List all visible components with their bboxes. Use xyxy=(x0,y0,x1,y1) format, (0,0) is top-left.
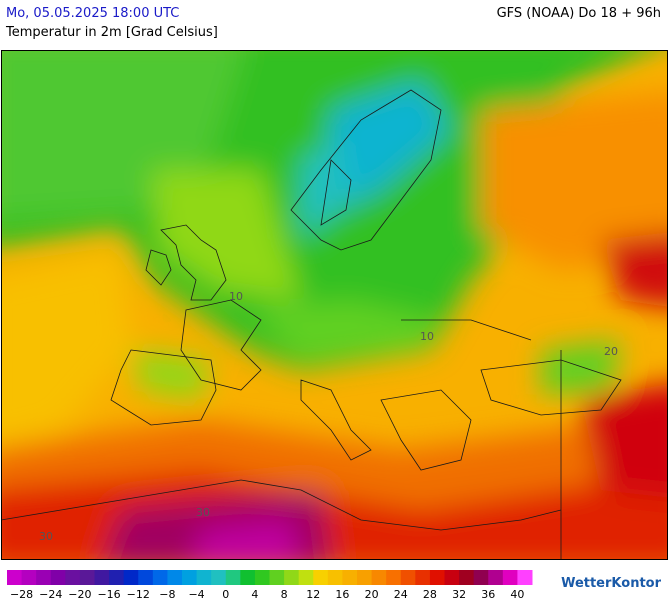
model-run: GFS (NOAA) Do 18 + 96h xyxy=(496,6,661,21)
date-time: Mo, 05.05.2025 18:00 UTC xyxy=(6,6,180,21)
colorbar-segment xyxy=(240,570,256,585)
colorbar-segment xyxy=(327,570,343,585)
contour-label: 10 xyxy=(420,330,434,343)
contour-label: 30 xyxy=(39,530,53,543)
colorbar-tick-label: 0 xyxy=(222,588,229,600)
contour-label: 20 xyxy=(604,345,618,358)
colorbar-segment xyxy=(400,570,416,585)
logo: WetterKontor xyxy=(561,576,661,591)
colorbar-tick-label: 40 xyxy=(510,588,524,600)
colorbar-segment xyxy=(7,570,23,585)
colorbar-segment xyxy=(488,570,504,585)
temperature-map: 30 30 10 10 20 xyxy=(1,50,668,560)
colorbar-segment xyxy=(254,570,270,585)
colorbar-tick-label: 20 xyxy=(365,588,379,600)
colorbar-segment xyxy=(502,570,518,585)
colorbar-tick-label: −28 xyxy=(10,588,33,600)
colorbar-segment xyxy=(109,570,125,585)
colorbar-segment xyxy=(269,570,285,585)
colorbar-segment xyxy=(415,570,431,585)
colorbar-segment xyxy=(429,570,445,585)
colorbar-segment xyxy=(225,570,241,585)
colorbar-tick-label: 36 xyxy=(481,588,495,600)
colorbar-tick-label: 4 xyxy=(251,588,258,600)
colorbar-segment xyxy=(79,570,95,585)
colorbar-tick-label: −12 xyxy=(127,588,150,600)
colorbar-segment xyxy=(313,570,329,585)
coastlines xyxy=(1,89,622,560)
colorbar-segment xyxy=(459,570,475,585)
parameter: Temperatur in 2m [Grad Celsius] xyxy=(6,25,218,40)
colorbar-segment xyxy=(138,570,154,585)
colorbar-segment xyxy=(50,570,66,585)
colorbar-segment xyxy=(371,570,387,585)
colorbar-tick-label: 16 xyxy=(335,588,349,600)
colorbar-segment xyxy=(444,570,460,585)
colorbar-segment xyxy=(517,570,533,585)
colorbar-tick-label: 28 xyxy=(423,588,437,600)
colorbar-tick-label: 32 xyxy=(452,588,466,600)
colorbar-tick-label: 8 xyxy=(281,588,288,600)
temperature-field xyxy=(1,50,668,560)
colorbar: −28 −24 −20 −16 −12 −8 −4 0 4 8 12 16 20 24 28 32 36 40 xyxy=(7,570,533,600)
colorbar-segment xyxy=(284,570,300,585)
map-frame xyxy=(1,50,668,560)
colorbar-segment xyxy=(342,570,358,585)
contour-label: 10 xyxy=(229,290,243,303)
colorbar-segment xyxy=(152,570,168,585)
colorbar-tick-label: −8 xyxy=(159,588,175,600)
colorbar-tick-label: 12 xyxy=(306,588,320,600)
colorbar-segment xyxy=(298,570,314,585)
colorbar-tick-label: −16 xyxy=(97,588,120,600)
colorbar-segment xyxy=(182,570,198,585)
colorbar-segment xyxy=(167,570,183,585)
colorbar-tick-label: 24 xyxy=(394,588,408,600)
colorbar-segment xyxy=(36,570,52,585)
colorbar-segment xyxy=(473,570,489,585)
colorbar-segment xyxy=(386,570,402,585)
colorbar-segment xyxy=(196,570,212,585)
colorbar-segment xyxy=(211,570,227,585)
colorbar-tick-label: −24 xyxy=(39,588,62,600)
colorbar-tick-label: −4 xyxy=(188,588,204,600)
colorbar-segment xyxy=(357,570,373,585)
colorbar-segment xyxy=(123,570,139,585)
contour-label: 30 xyxy=(196,506,210,519)
colorbar-segment xyxy=(21,570,37,585)
colorbar-segment xyxy=(65,570,81,585)
colorbar-tick-label: −20 xyxy=(68,588,91,600)
colorbar-segment xyxy=(94,570,110,585)
